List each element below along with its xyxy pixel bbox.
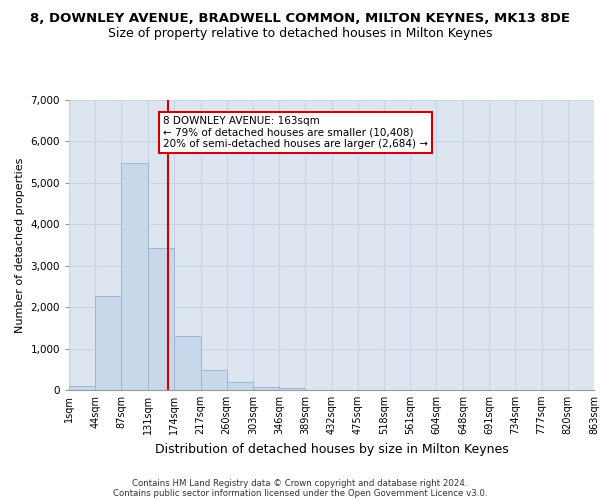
Bar xyxy=(121,163,148,390)
Bar xyxy=(253,386,279,390)
Bar xyxy=(200,370,227,390)
Bar xyxy=(175,336,200,390)
Bar xyxy=(227,382,253,390)
Text: 8 DOWNLEY AVENUE: 163sqm
← 79% of detached houses are smaller (10,408)
20% of se: 8 DOWNLEY AVENUE: 163sqm ← 79% of detach… xyxy=(163,116,428,149)
Text: 8, DOWNLEY AVENUE, BRADWELL COMMON, MILTON KEYNES, MK13 8DE: 8, DOWNLEY AVENUE, BRADWELL COMMON, MILT… xyxy=(30,12,570,26)
Y-axis label: Number of detached properties: Number of detached properties xyxy=(15,158,25,332)
Text: Contains public sector information licensed under the Open Government Licence v3: Contains public sector information licen… xyxy=(113,488,487,498)
Bar xyxy=(95,296,121,390)
Bar xyxy=(148,248,175,390)
Bar xyxy=(69,386,95,390)
X-axis label: Distribution of detached houses by size in Milton Keynes: Distribution of detached houses by size … xyxy=(155,442,508,456)
Text: Contains HM Land Registry data © Crown copyright and database right 2024.: Contains HM Land Registry data © Crown c… xyxy=(132,478,468,488)
Bar xyxy=(279,388,305,390)
Text: Size of property relative to detached houses in Milton Keynes: Size of property relative to detached ho… xyxy=(108,28,492,40)
